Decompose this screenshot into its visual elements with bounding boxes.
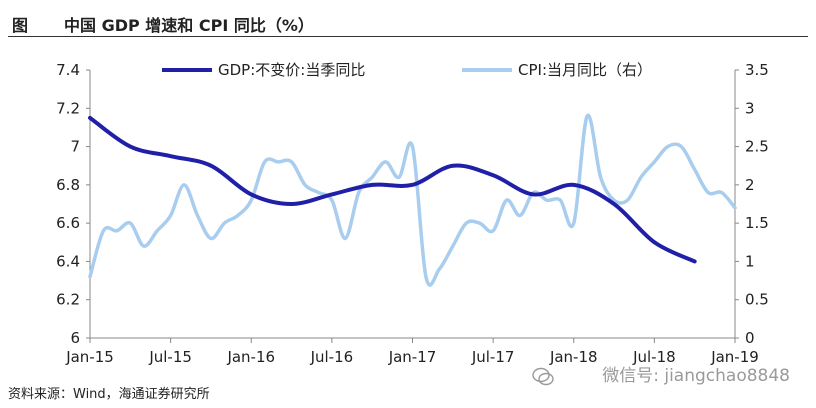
x-tick-label: Jan-18: [549, 348, 598, 366]
x-tick-label: Jul-15: [148, 348, 192, 366]
x-tick-label: Jul-16: [310, 348, 354, 366]
y-left-tick-label: 6.2: [56, 291, 80, 309]
title-bar: 图 中国 GDP 增速和 CPI 同比（%）: [8, 6, 808, 37]
source-note: 资料来源：Wind，海通证券研究所: [8, 387, 210, 402]
legend-cpi-label: CPI:当月同比（右）: [518, 61, 652, 79]
y-left-tick-label: 6: [70, 329, 80, 347]
chart-title: 中国 GDP 增速和 CPI 同比（%）: [64, 16, 314, 35]
x-tick-label: Jan-17: [388, 348, 437, 366]
y-left-tick-label: 7: [70, 138, 80, 156]
x-tick-label: Jul-18: [632, 348, 676, 366]
gdp-series-line: [88, 115, 697, 264]
y-right-tick-label: 1: [745, 252, 755, 270]
y-left-tick-label: 6.8: [56, 176, 80, 194]
y-right-tick-label: 2.5: [745, 138, 769, 156]
y-right-tick-label: 1.5: [745, 214, 769, 232]
y-right-tick-label: 0: [745, 329, 755, 347]
figure-label: 图: [12, 16, 29, 35]
y-left-tick-label: 6.6: [56, 214, 80, 232]
cpi-series-line: [88, 113, 737, 287]
legend-gdp-label: GDP:不变价:当季同比: [218, 61, 365, 79]
y-right-tick-label: 3.5: [745, 61, 769, 79]
y-right-tick-label: 2: [745, 176, 755, 194]
y-left-tick-label: 6.4: [56, 252, 80, 270]
y-left-tick-label: 7.2: [56, 99, 80, 117]
watermark: 微信号: jiangchao8848: [602, 366, 790, 386]
y-left-tick-label: 7.4: [56, 61, 80, 79]
x-tick-label: Jan-19: [710, 348, 759, 366]
x-tick-label: Jul-17: [471, 348, 515, 366]
x-tick-label: Jan-15: [65, 348, 114, 366]
y-right-tick-label: 3: [745, 99, 755, 117]
wechat-icon: [532, 367, 554, 386]
y-right-tick-label: 0.5: [745, 291, 769, 309]
x-tick-label: Jan-16: [226, 348, 275, 366]
